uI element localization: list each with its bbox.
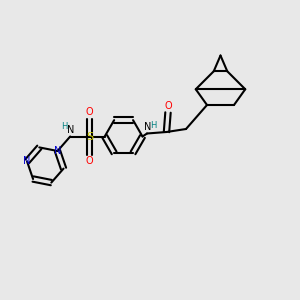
Text: N: N bbox=[54, 146, 61, 156]
Text: O: O bbox=[86, 107, 94, 117]
Text: N: N bbox=[144, 122, 152, 132]
Text: N: N bbox=[67, 125, 74, 135]
Text: O: O bbox=[86, 156, 94, 166]
Text: O: O bbox=[164, 101, 172, 111]
Text: S: S bbox=[86, 131, 93, 142]
Text: H: H bbox=[150, 121, 157, 130]
Text: N: N bbox=[23, 156, 31, 167]
Text: H: H bbox=[61, 122, 68, 131]
